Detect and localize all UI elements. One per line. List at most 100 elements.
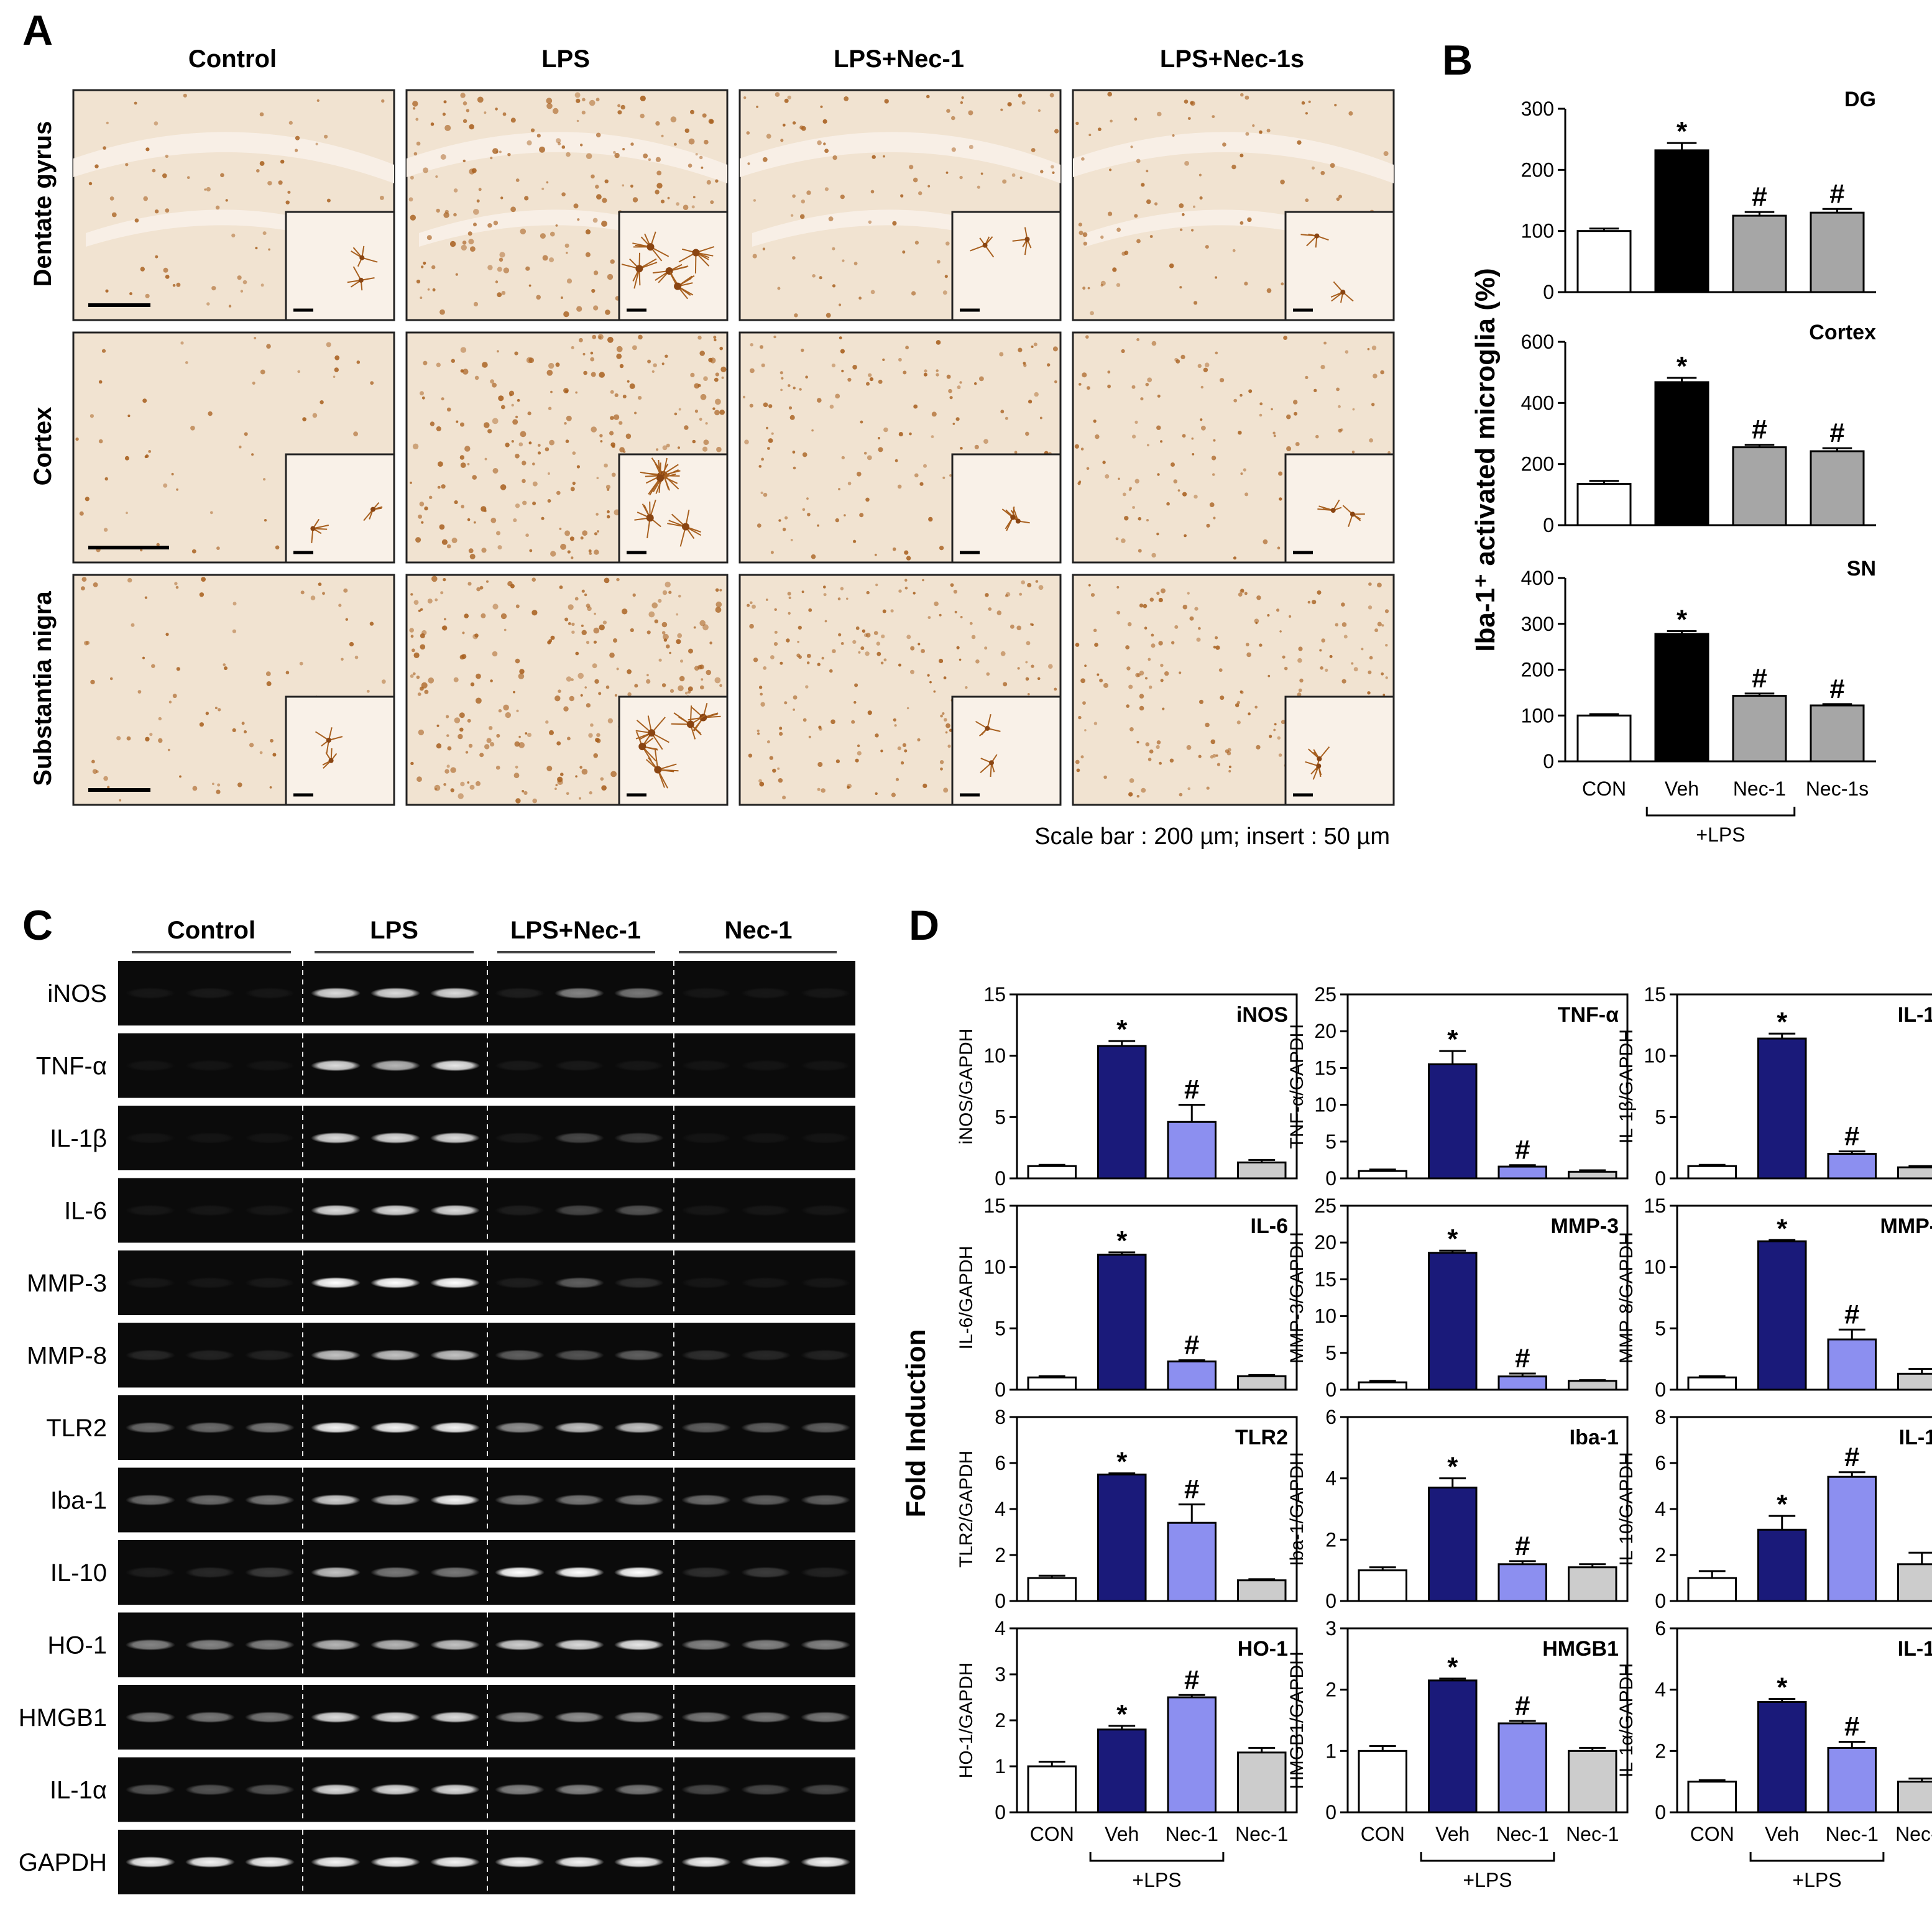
gel-band xyxy=(614,1277,664,1288)
microglia-cell xyxy=(669,652,671,654)
microglia-cell xyxy=(527,357,533,364)
microglia-soma xyxy=(359,255,364,260)
microglia-cell xyxy=(473,209,479,215)
microglia-cell xyxy=(1279,497,1282,500)
microglia-cell xyxy=(501,405,505,410)
gel-band xyxy=(801,1567,850,1578)
microglia-cell xyxy=(82,577,87,582)
microglia-cell xyxy=(1248,389,1252,393)
microglia-cell xyxy=(518,736,521,738)
microglia-cell xyxy=(858,651,860,654)
microglia-cell xyxy=(553,108,559,114)
microglia-cell xyxy=(267,181,272,185)
microglia-cell xyxy=(1025,432,1029,436)
microglia-cell xyxy=(817,140,822,145)
microglia-cell xyxy=(749,624,754,629)
microglia-cell xyxy=(771,433,774,435)
x-tick-label: Veh xyxy=(1765,1823,1799,1845)
gel-band xyxy=(370,1060,420,1071)
microglia-cell xyxy=(591,352,594,355)
bar-tnf-1 xyxy=(1429,1064,1477,1178)
microglia-cell xyxy=(621,105,625,109)
microglia-cell xyxy=(836,759,840,763)
microglia-cell xyxy=(1184,99,1189,104)
microglia-cell xyxy=(412,101,418,106)
microglia-cell xyxy=(704,140,709,145)
microglia-cell xyxy=(452,538,458,543)
microglia-soma xyxy=(310,526,315,531)
y-tick-label: 5 xyxy=(1325,1342,1336,1364)
microglia-cell xyxy=(490,157,492,159)
microglia-cell xyxy=(802,590,804,593)
microglia-cell xyxy=(676,613,678,616)
microglia-cell xyxy=(576,99,580,103)
microglia-cell xyxy=(582,353,585,356)
microglia-cell xyxy=(927,185,930,188)
bar-cortex-2 xyxy=(1733,447,1786,525)
microglia-cell xyxy=(512,440,514,443)
gel-band xyxy=(495,1567,545,1578)
microglia-cell xyxy=(1148,658,1151,661)
microglia-cell xyxy=(700,686,704,690)
microglia-cell xyxy=(158,738,162,743)
microglia-cell xyxy=(694,383,699,389)
gel-band xyxy=(430,1712,480,1723)
microglia-cell xyxy=(1005,594,1008,597)
microglia-cell xyxy=(295,149,298,152)
microglia-cell xyxy=(594,270,598,275)
gel-band xyxy=(370,1640,420,1651)
gel-row-iba-1: Iba-1 xyxy=(50,1468,855,1533)
microglia-cell xyxy=(1215,277,1217,279)
microglia-cell xyxy=(602,198,607,203)
microglia-cell xyxy=(615,393,619,397)
panel-b-chart: Iba-1⁺ activated microglia (%) 010020030… xyxy=(1470,88,1876,846)
microglia-cell xyxy=(684,425,688,429)
microglia-cell xyxy=(910,646,914,651)
y-tick-label: 2 xyxy=(1325,1679,1336,1701)
microglia-cell xyxy=(770,655,775,659)
microglia-cell xyxy=(714,378,719,382)
microglia-cell xyxy=(753,658,758,662)
microglia-cell xyxy=(110,677,113,681)
microglia-cell xyxy=(599,372,605,378)
gel-band xyxy=(430,1422,480,1433)
microglia-cell xyxy=(979,377,984,382)
microglia-cell xyxy=(1274,434,1276,437)
microglia-soma xyxy=(1317,756,1322,761)
microglia-cell xyxy=(1136,338,1139,341)
gel-gene-label: IL-1β xyxy=(50,1125,107,1152)
bar-iba-1-2 xyxy=(1499,1564,1547,1601)
gel-band xyxy=(245,1132,295,1144)
microglia-cell xyxy=(798,626,802,630)
microglia-cell xyxy=(176,489,178,491)
microglia-cell xyxy=(1116,227,1121,232)
microglia-cell xyxy=(875,733,878,737)
microglia-cell xyxy=(1199,174,1202,177)
micrograph-inset xyxy=(952,212,1060,320)
microglia-cell xyxy=(421,521,423,524)
microglia-cell xyxy=(803,718,807,722)
microglia-cell xyxy=(582,630,587,635)
microglia-cell xyxy=(1254,618,1259,623)
microglia-cell xyxy=(548,472,550,475)
microglia-cell xyxy=(1259,402,1263,405)
microglia-cell xyxy=(467,463,470,466)
microglia-cell xyxy=(784,99,789,103)
bar-tlr2-3 xyxy=(1238,1580,1286,1601)
bar-cortex-0 xyxy=(1578,484,1631,525)
microglia-cell xyxy=(468,231,472,236)
microglia-cell xyxy=(1136,239,1141,244)
microglia-cell xyxy=(719,347,723,351)
microglia-cell xyxy=(586,641,589,644)
micrograph-dentate-gyrus-control xyxy=(73,90,394,320)
gel-band xyxy=(801,1784,850,1796)
microglia-cell xyxy=(1144,626,1148,630)
microglia-cell xyxy=(927,674,930,677)
microglia-cell xyxy=(173,284,176,287)
microglia-cell xyxy=(1313,389,1317,392)
gel-band xyxy=(126,1350,175,1361)
microglia-cell xyxy=(215,707,218,709)
microglia-cell xyxy=(522,461,526,465)
